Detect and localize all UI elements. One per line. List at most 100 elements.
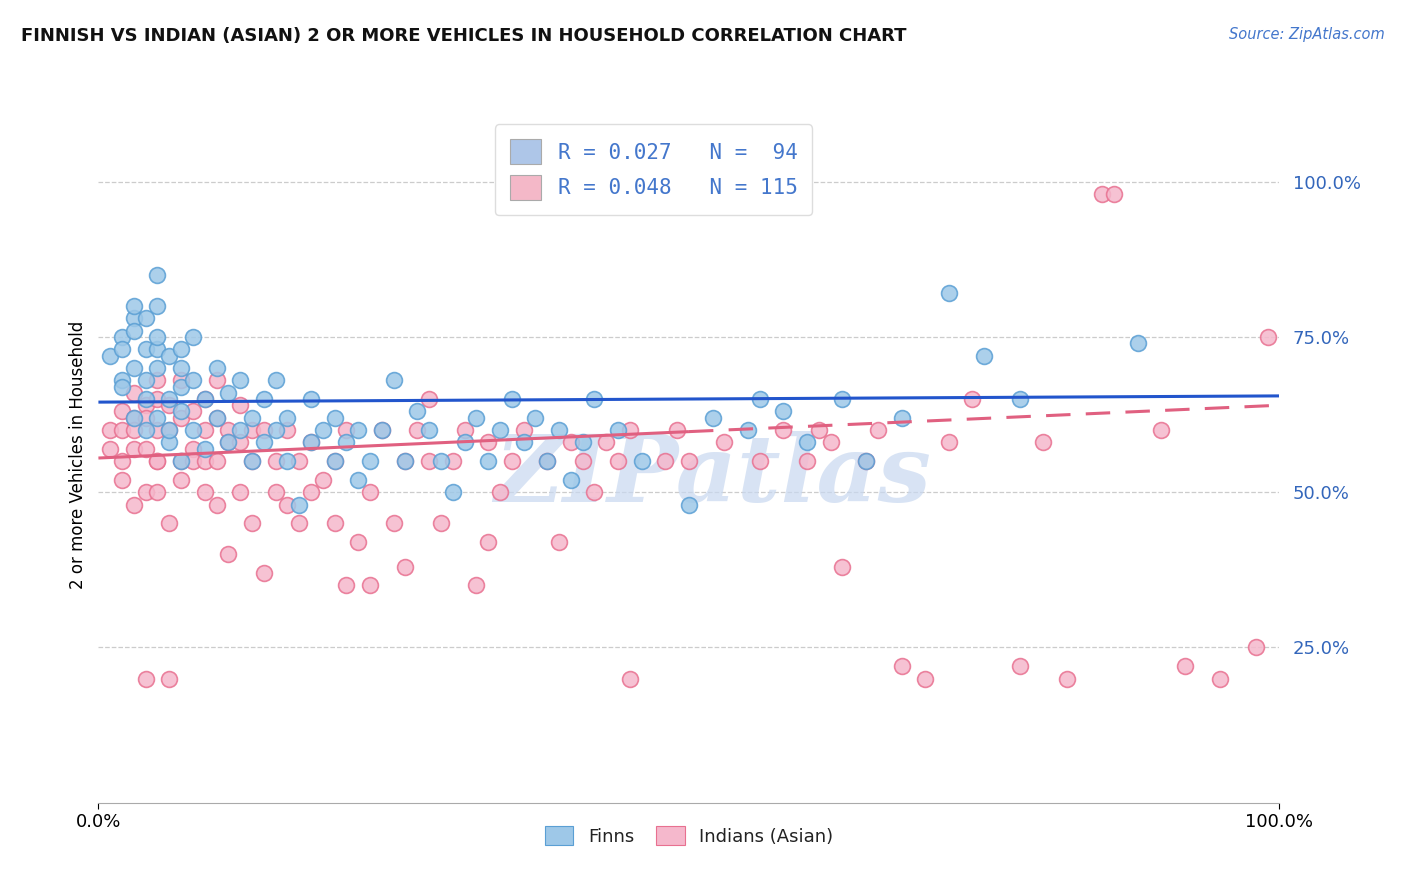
Point <box>135 442 157 456</box>
Point <box>194 423 217 437</box>
Point <box>890 410 912 425</box>
Point <box>323 454 346 468</box>
Point <box>441 485 464 500</box>
Point <box>512 435 534 450</box>
Point <box>630 454 652 468</box>
Point <box>938 435 960 450</box>
Point <box>181 330 204 344</box>
Point <box>536 454 558 468</box>
Point <box>347 423 370 437</box>
Point <box>181 404 204 418</box>
Point <box>122 324 145 338</box>
Point <box>382 373 405 387</box>
Point <box>181 423 204 437</box>
Point <box>855 454 877 468</box>
Text: Source: ZipAtlas.com: Source: ZipAtlas.com <box>1229 27 1385 42</box>
Point <box>157 423 180 437</box>
Point <box>276 498 298 512</box>
Point <box>135 485 157 500</box>
Point <box>299 435 322 450</box>
Point <box>312 423 335 437</box>
Point <box>406 404 429 418</box>
Point <box>205 454 228 468</box>
Point <box>548 534 571 549</box>
Point <box>157 672 180 686</box>
Point <box>347 534 370 549</box>
Point <box>170 404 193 418</box>
Point <box>288 454 311 468</box>
Point <box>702 410 724 425</box>
Point <box>146 361 169 376</box>
Point <box>1008 392 1031 406</box>
Point <box>453 435 475 450</box>
Point <box>772 404 794 418</box>
Point <box>205 373 228 387</box>
Point <box>359 485 381 500</box>
Point <box>111 473 134 487</box>
Point <box>98 423 121 437</box>
Point <box>619 672 641 686</box>
Point <box>122 423 145 437</box>
Point <box>418 392 440 406</box>
Point <box>205 498 228 512</box>
Point <box>536 454 558 468</box>
Point <box>477 435 499 450</box>
Point <box>181 442 204 456</box>
Point <box>465 410 488 425</box>
Point <box>938 286 960 301</box>
Point <box>111 343 134 357</box>
Point <box>229 423 252 437</box>
Point <box>170 473 193 487</box>
Point <box>146 423 169 437</box>
Point <box>157 516 180 531</box>
Point <box>135 373 157 387</box>
Point <box>240 454 263 468</box>
Point <box>382 516 405 531</box>
Point <box>98 442 121 456</box>
Point <box>194 442 217 456</box>
Point <box>122 410 145 425</box>
Point <box>157 398 180 412</box>
Point <box>855 454 877 468</box>
Point <box>135 672 157 686</box>
Point <box>323 454 346 468</box>
Point <box>240 410 263 425</box>
Point <box>1244 640 1267 655</box>
Point <box>962 392 984 406</box>
Point <box>524 410 547 425</box>
Point <box>973 349 995 363</box>
Point <box>181 373 204 387</box>
Point <box>335 435 357 450</box>
Point <box>831 392 853 406</box>
Point <box>111 404 134 418</box>
Point <box>654 454 676 468</box>
Point <box>253 566 276 580</box>
Point <box>796 454 818 468</box>
Point <box>146 343 169 357</box>
Point <box>135 311 157 326</box>
Point <box>194 454 217 468</box>
Point <box>371 423 394 437</box>
Point <box>229 485 252 500</box>
Point <box>1091 187 1114 202</box>
Point <box>571 454 593 468</box>
Point <box>501 392 523 406</box>
Point <box>619 423 641 437</box>
Point <box>170 373 193 387</box>
Point <box>157 349 180 363</box>
Point <box>217 547 239 561</box>
Point <box>347 473 370 487</box>
Point <box>217 435 239 450</box>
Point <box>678 498 700 512</box>
Point <box>217 423 239 437</box>
Point <box>146 373 169 387</box>
Point <box>146 299 169 313</box>
Point <box>111 423 134 437</box>
Point <box>678 454 700 468</box>
Point <box>122 410 145 425</box>
Point <box>1257 330 1279 344</box>
Point <box>914 672 936 686</box>
Point <box>1056 672 1078 686</box>
Point <box>264 485 287 500</box>
Point <box>264 423 287 437</box>
